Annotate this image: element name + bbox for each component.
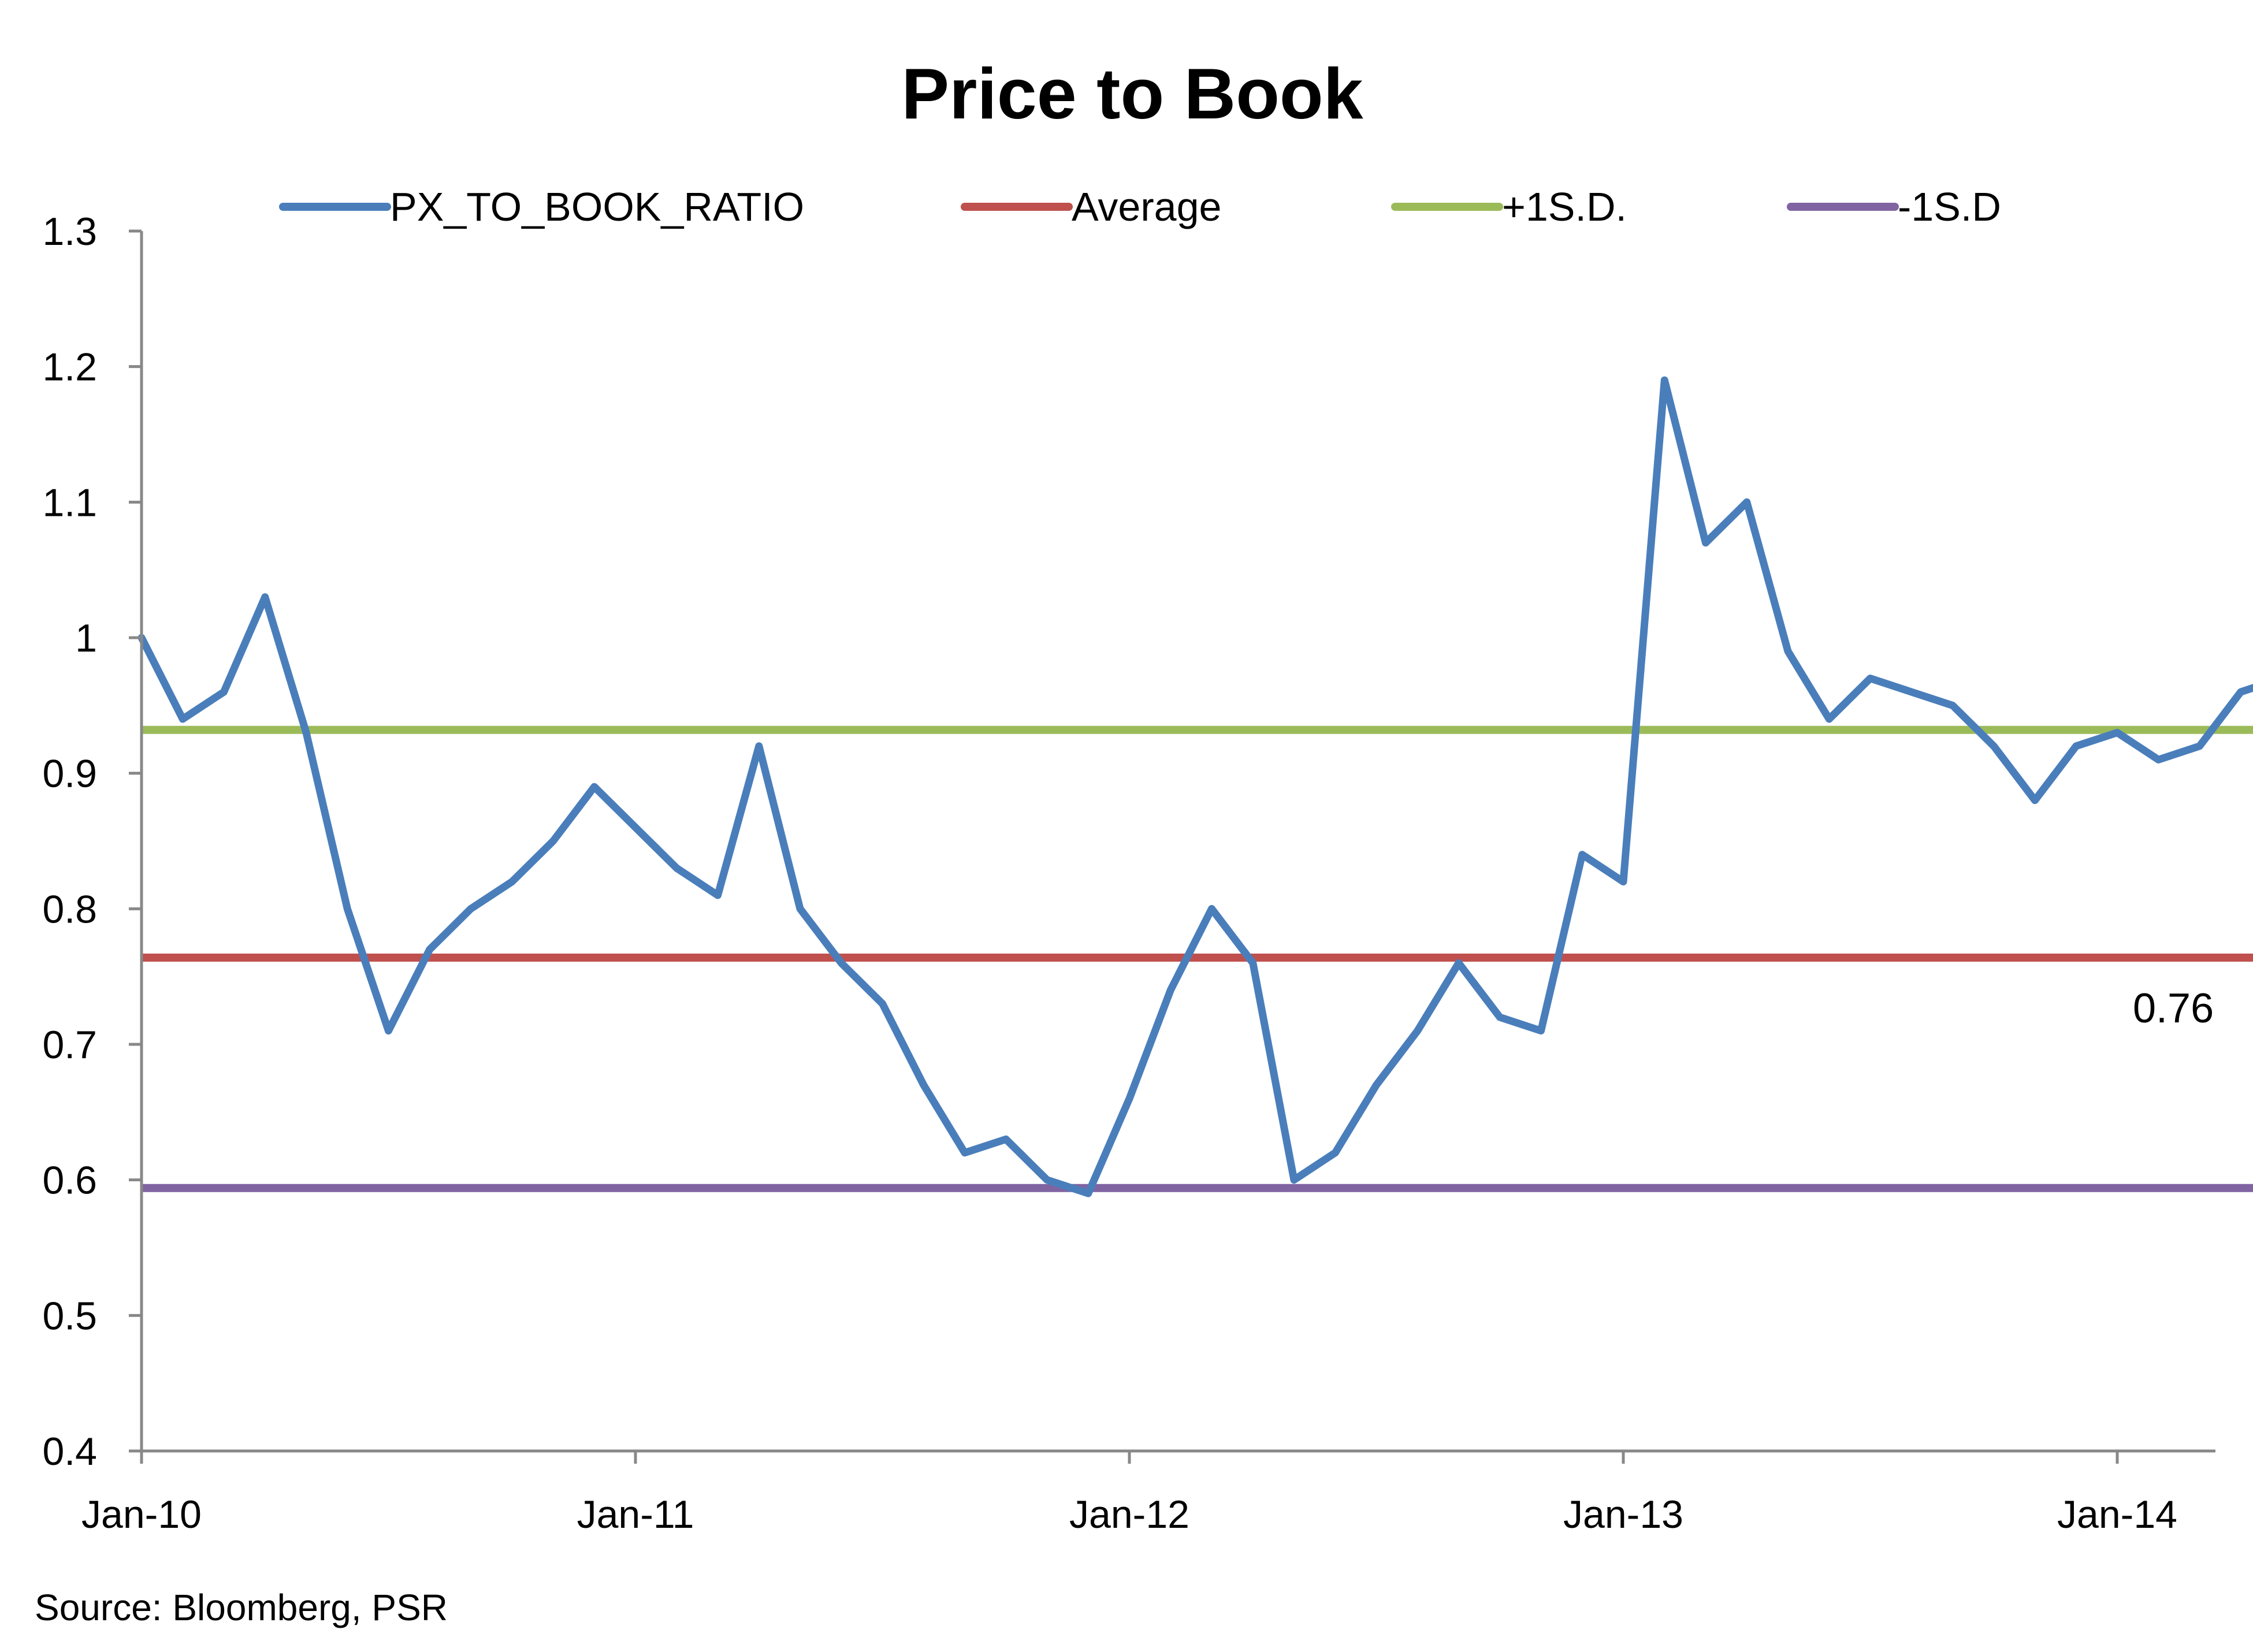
x-tick-label: Jan-10	[81, 1493, 202, 1536]
y-tick-label: 0.4	[42, 1430, 97, 1474]
y-tick-label: 0.8	[42, 887, 97, 931]
y-tick-label: 0.5	[42, 1294, 97, 1338]
y-axis: 0.4 0.5 0.6 0.7 0.8 0.9 1 1.1 1.2 1.3	[42, 210, 143, 1474]
y-tick-label: 1.2	[42, 345, 97, 389]
legend-label: -1S.D	[1898, 184, 2001, 229]
y-tick-label: 1	[75, 616, 97, 660]
x-tick-label: Jan-14	[2057, 1493, 2177, 1536]
y-tick-label: 1.3	[42, 210, 97, 254]
y-tick-label: 0.9	[42, 752, 97, 796]
plot-area	[137, 376, 2253, 1197]
chart-title: Price to Book	[901, 54, 1363, 134]
series-line-px-to-book-ratio	[137, 376, 2253, 1197]
x-tick-label: Jan-12	[1069, 1493, 1189, 1536]
y-tick-label: 1.1	[42, 481, 97, 524]
x-tick-label: Jan-13	[1563, 1493, 1683, 1536]
legend-label: PX_TO_BOOK_RATIO	[390, 184, 804, 229]
legend-label: +1S.D.	[1502, 184, 1627, 229]
legend: PX_TO_BOOK_RATIO Average +1S.D. -1S.D	[279, 184, 2001, 229]
x-axis: Jan-10Jan-11Jan-12Jan-13Jan-14Jan-15Jan-…	[81, 1449, 2215, 1536]
legend-label: Average	[1072, 184, 1221, 229]
y-tick-label: 0.7	[42, 1023, 97, 1067]
x-tick-label: Jan-11	[577, 1493, 694, 1536]
last-value-annotation: 0.76	[2133, 985, 2214, 1032]
source-note: Source: Bloomberg, PSR	[35, 1587, 448, 1628]
y-tick-label: 0.6	[42, 1159, 97, 1203]
